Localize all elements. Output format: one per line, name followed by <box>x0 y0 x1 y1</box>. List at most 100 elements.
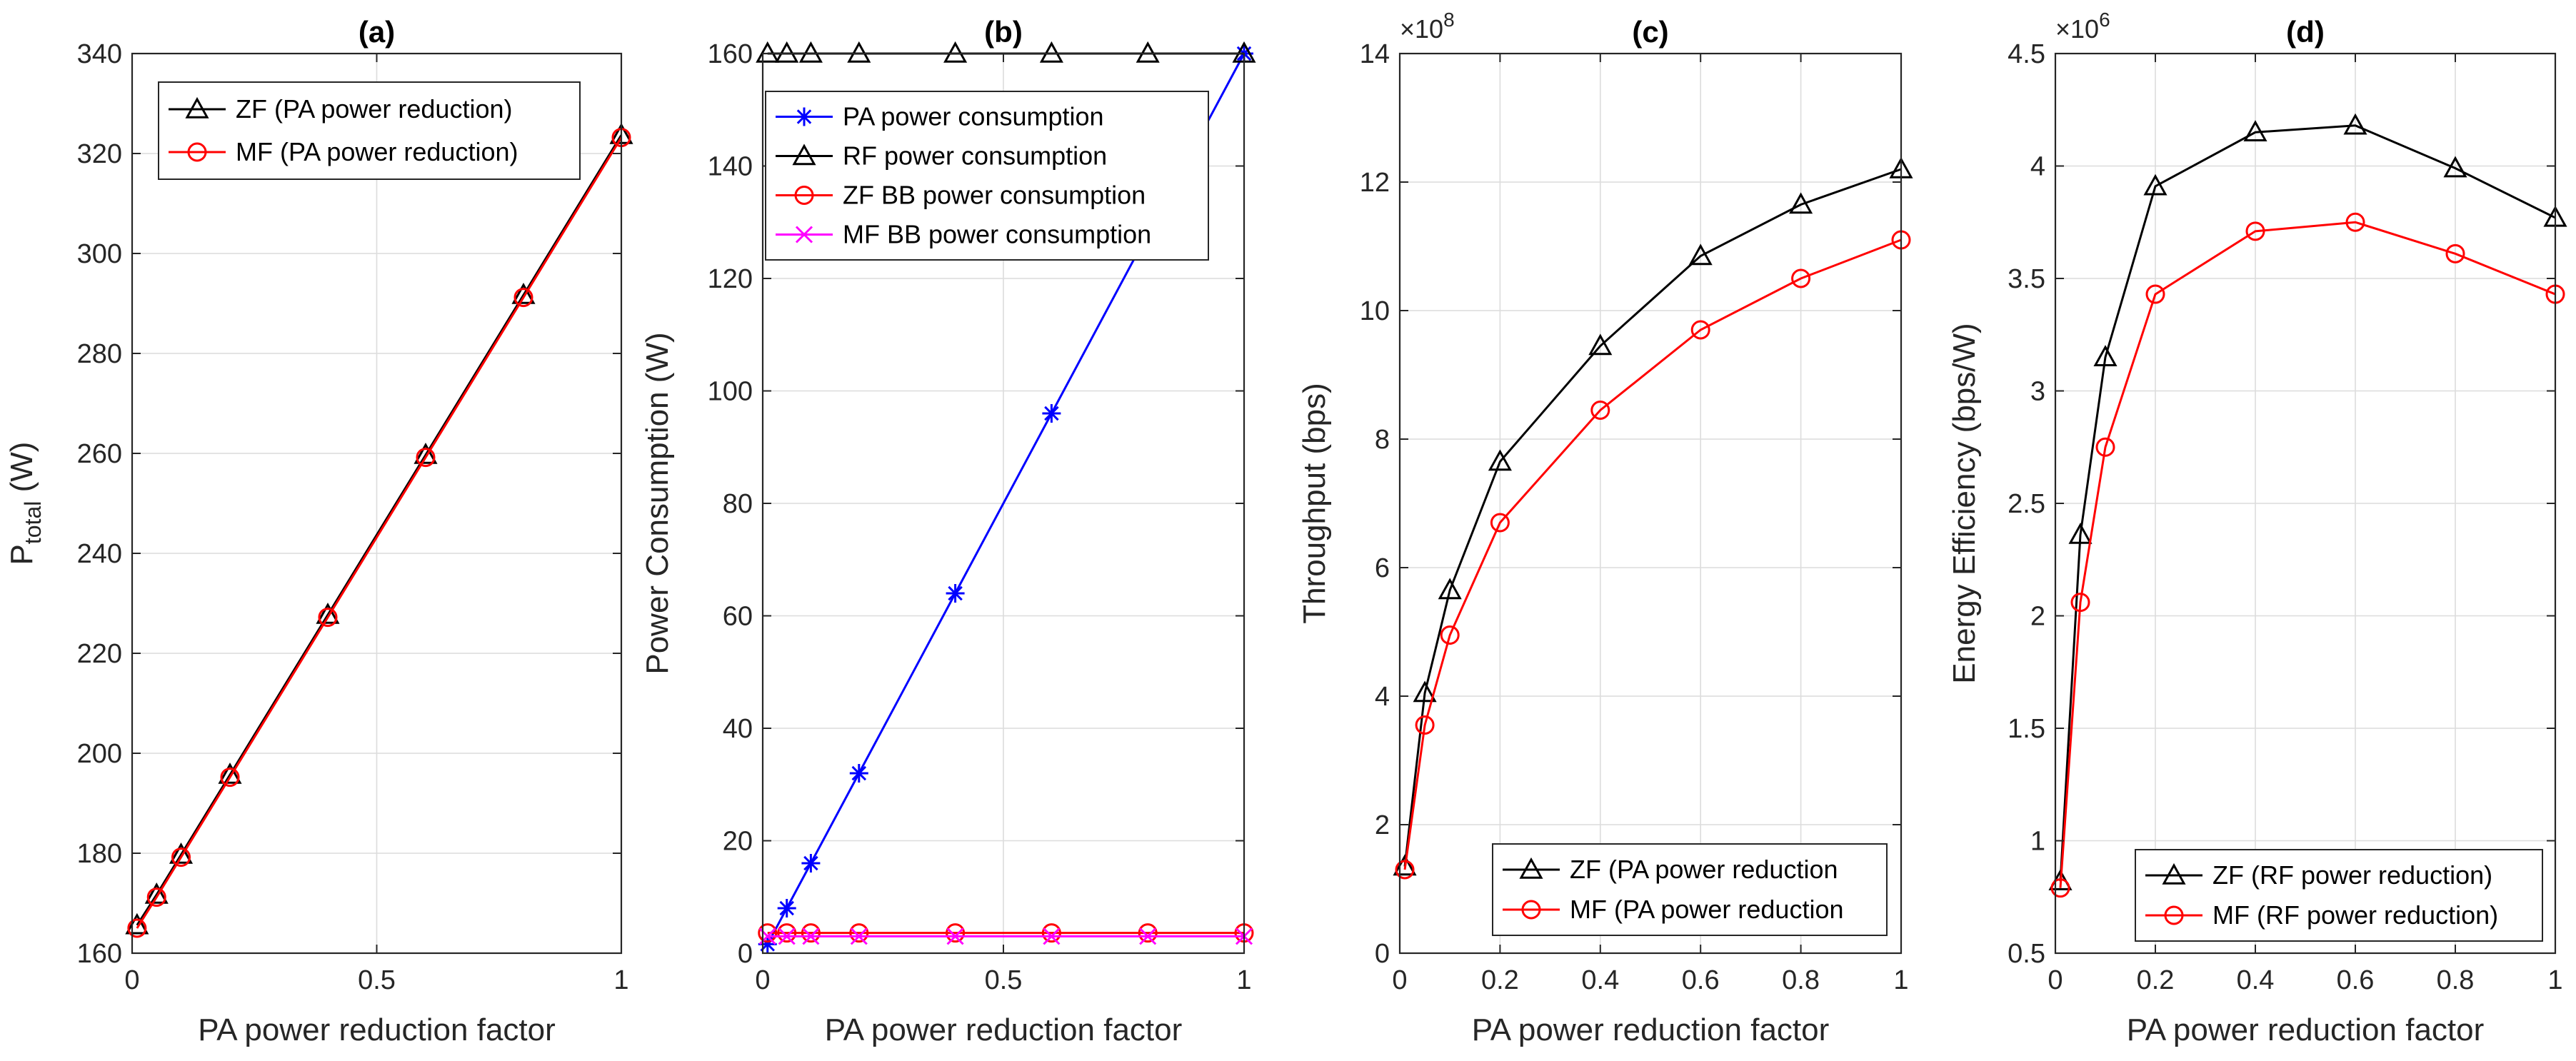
series-line-0 <box>2059 124 2556 882</box>
data-point-0-4 <box>1588 333 1613 356</box>
exponent-power: 8 <box>1443 9 1455 31</box>
data-point-1-3 <box>847 41 871 63</box>
y-tick-label-7: 4 <box>2030 152 2045 182</box>
data-point-1-5 <box>2345 212 2365 232</box>
data-point-0-5 <box>414 443 438 464</box>
legend-entry-0: PA power consumption <box>843 102 1104 131</box>
data-point-1-4 <box>2245 221 2265 241</box>
x-axis-label: PA power reduction factor <box>1472 1012 1830 1047</box>
data-point-1-4 <box>943 41 968 63</box>
panel-2: 0 0.5 1 0 20 40 60 80 100 120 140 160 (b) PA power re… <box>640 15 1256 1047</box>
legend-entry-1: MF (PA power reduction <box>1570 895 1843 924</box>
x-tick-label-3: 0.6 <box>1682 965 1720 995</box>
data-point-0-4 <box>2243 120 2267 141</box>
legend-marker-0 <box>185 96 209 119</box>
data-point-0-1 <box>1413 680 1437 703</box>
panel-4: 0 0.2 0.4 0.6 0.8 1 0.5 1 1.5 2 2.5 3 3.5 4 4.5 (d) ×106… <box>1947 9 2567 1047</box>
data-point-0-4 <box>316 603 340 624</box>
legend-marker-1 <box>187 142 207 162</box>
legend-entry-1: RF power consumption <box>843 141 1107 171</box>
data-point-3-3 <box>850 927 868 945</box>
data-point-1-5 <box>1039 41 1063 63</box>
y-tick-label-5: 10 <box>1360 296 1390 326</box>
legend-box <box>2135 849 2543 942</box>
data-point-1-1 <box>2070 593 2090 613</box>
x-axis-label: PA power reduction factor <box>198 1012 556 1047</box>
legend: ZF (PA power reduction MF (PA power reduc… <box>1492 843 1888 936</box>
panel-title: (b) <box>984 15 1023 49</box>
y-tick-label-0: 160 <box>77 939 122 969</box>
y-tick-label-7: 140 <box>708 152 753 182</box>
y-axis-label: Energy Efficiency (bps/W) <box>1947 323 1982 683</box>
x-tick-label-3: 0.6 <box>2337 965 2375 995</box>
exponent-power: 6 <box>2099 9 2110 31</box>
data-point-0-0 <box>758 935 777 954</box>
data-point-0-1 <box>144 883 169 904</box>
data-point-2-6 <box>1138 923 1158 943</box>
y-tick-label-1: 20 <box>723 827 753 857</box>
x-tick-label-0: 0 <box>124 965 139 995</box>
y-tick-label-1: 180 <box>77 839 122 869</box>
legend-entry-1: MF (RF power reduction) <box>2212 900 2498 930</box>
x-axis-label: PA power reduction factor <box>825 1012 1183 1047</box>
y-tick-label-0: 0 <box>1375 939 1390 969</box>
panel-1: 0 0.5 1 160 180 200 220 240 260 280 300 320 340 (a) PA… <box>4 15 633 1047</box>
legend-marker-0 <box>2162 863 2186 885</box>
y-tick-label-5: 3 <box>2030 377 2045 407</box>
data-point-0-6 <box>2443 156 2467 178</box>
y-tick-label-8: 160 <box>708 39 753 69</box>
series-line-1 <box>136 136 623 929</box>
data-point-0-2 <box>169 843 194 864</box>
y-tick-label-6: 12 <box>1360 168 1390 198</box>
data-point-1-5 <box>416 448 436 468</box>
data-point-0-5 <box>1688 243 1713 266</box>
y-tick-label-8: 4.5 <box>2008 39 2045 69</box>
data-point-1-0 <box>127 918 147 938</box>
data-point-1-0 <box>1395 860 1415 880</box>
panel-title: (a) <box>359 15 395 49</box>
y-tick-label-2: 4 <box>1375 682 1390 712</box>
x-tick-label-2: 1 <box>613 965 628 995</box>
data-point-0-2 <box>1438 578 1462 600</box>
data-point-1-6 <box>1791 268 1811 288</box>
x-tick-label-0: 0 <box>2048 965 2063 995</box>
data-point-1-3 <box>1490 513 1510 533</box>
x-tick-label-1: 0.5 <box>358 965 396 995</box>
y-tick-label-3: 2 <box>2030 602 2045 632</box>
data-point-3-1 <box>778 927 796 945</box>
legend: ZF (PA power reduction) MF (PA power redu… <box>158 81 581 180</box>
panel-title: (d) <box>2286 15 2325 49</box>
x-tick-label-2: 0.4 <box>1581 965 1619 995</box>
y-tick-label-9: 340 <box>77 39 122 69</box>
y-axis-label: Throughput (bps) <box>1297 383 1332 624</box>
y-tick-label-1: 2 <box>1375 810 1390 840</box>
data-point-0-1 <box>777 899 796 917</box>
data-point-3-2 <box>802 927 820 945</box>
legend: ZF (RF power reduction) MF (RF power redu… <box>2135 849 2543 942</box>
legend-box <box>158 81 581 180</box>
y-tick-label-7: 300 <box>77 239 122 269</box>
legend-entry-2: ZF BB power consumption <box>843 181 1146 210</box>
exponent-base: ×10 <box>1400 14 1443 44</box>
y-axis-label: Ptotal (W) <box>4 442 46 565</box>
data-point-0-2 <box>801 854 821 873</box>
legend-entry-3: MF BB power consumption <box>843 220 1151 249</box>
data-point-0-3 <box>218 763 242 784</box>
plot-frame <box>1398 52 1903 955</box>
data-point-1-2 <box>798 41 823 63</box>
y-tick-label-5: 100 <box>708 377 753 407</box>
y-tick-label-3: 60 <box>723 602 753 632</box>
axis-exponent: ×106 <box>2055 9 2110 44</box>
y-tick-label-8: 320 <box>77 139 122 169</box>
legend-entry-0: ZF (PA power reduction <box>1570 855 1838 884</box>
data-point-0-3 <box>1488 449 1512 471</box>
y-tick-label-0: 0 <box>738 939 753 969</box>
data-point-3-6 <box>1139 927 1157 945</box>
data-point-1-6 <box>1136 41 1160 63</box>
data-point-2-2 <box>801 923 821 943</box>
axis-exponent: ×108 <box>1400 9 1455 44</box>
data-point-0-2 <box>2093 345 2118 366</box>
data-point-1-2 <box>171 848 191 868</box>
x-tick-label-2: 1 <box>1236 965 1251 995</box>
data-point-1-2 <box>2095 437 2115 457</box>
